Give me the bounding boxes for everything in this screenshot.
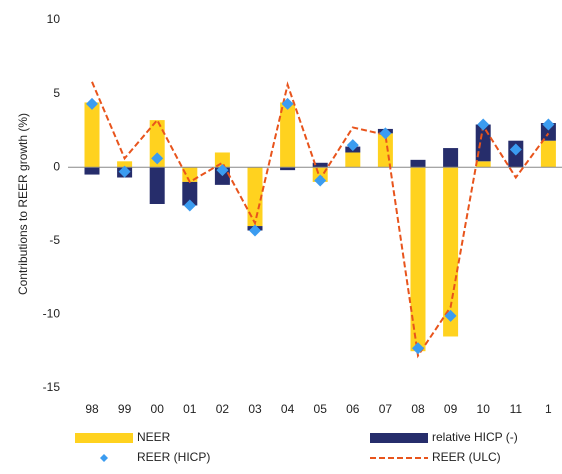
bar — [280, 167, 296, 171]
bar — [345, 152, 361, 168]
x-tick-label: 11 — [510, 402, 523, 416]
y-tick-label: 10 — [47, 12, 61, 26]
plot-area: 98 99 00 01 02 03 04 05 06 07 08 09 10 11 1 — [68, 81, 562, 416]
y-tick-label: 5 — [53, 86, 60, 100]
x-tick-label: 98 — [85, 402, 99, 416]
x-tick-label: 02 — [216, 402, 230, 416]
bar — [410, 159, 426, 168]
bar — [149, 120, 165, 168]
x-tick-label: 09 — [444, 402, 458, 416]
x-tick-label: 04 — [281, 402, 295, 416]
bar — [280, 102, 296, 168]
marker — [86, 97, 98, 110]
marker — [346, 139, 359, 152]
bar — [247, 167, 263, 227]
bar — [312, 162, 328, 168]
legend-swatch — [75, 433, 133, 443]
y-tick-label: -15 — [43, 380, 61, 394]
x-tick-label: 99 — [118, 402, 132, 416]
x-tick-label: 07 — [379, 402, 393, 416]
bar — [443, 167, 459, 337]
bar — [117, 161, 133, 168]
marker — [249, 224, 261, 237]
x-tick-label: 00 — [151, 402, 165, 416]
bar — [84, 102, 100, 168]
bar — [84, 167, 100, 175]
legend-label: relative HICP (-) — [432, 430, 518, 444]
bar — [475, 161, 491, 168]
bar — [540, 140, 556, 168]
marker — [151, 152, 164, 165]
x-tick-label: 05 — [314, 402, 328, 416]
bar — [149, 167, 165, 204]
legend-label: NEER — [137, 430, 171, 444]
bar — [214, 152, 230, 168]
bar — [182, 167, 198, 182]
x-tick-label: 01 — [183, 402, 197, 416]
marker — [542, 118, 555, 131]
marker — [509, 143, 522, 156]
y-axis-label: Contributions to REER growth (%) — [16, 113, 30, 295]
marker — [183, 199, 196, 212]
marker — [444, 309, 457, 322]
legend: NEER relative HICP (-) REER (HICP) REER (UL… — [75, 430, 518, 464]
x-tick-label: 06 — [346, 402, 360, 416]
x-tick-label: 03 — [248, 402, 262, 416]
x-tick-label: 1 — [545, 402, 552, 416]
marker — [216, 164, 229, 177]
y-tick-label: -10 — [43, 307, 61, 321]
marker — [379, 127, 392, 140]
legend-swatch — [370, 433, 428, 443]
marker — [477, 118, 490, 131]
x-tick-label: 10 — [477, 402, 491, 416]
marker — [412, 342, 424, 355]
legend-label: REER (HICP) — [137, 450, 210, 464]
bar — [410, 167, 426, 352]
marker — [281, 97, 294, 110]
bar — [182, 181, 198, 206]
x-tick-label: 08 — [411, 402, 425, 416]
legend-label: REER (ULC) — [432, 450, 501, 464]
bar — [540, 123, 556, 141]
y-tick-label: -5 — [49, 233, 60, 247]
legend-swatch — [100, 454, 108, 462]
bar — [443, 148, 459, 168]
y-tick-label: 0 — [53, 159, 60, 173]
marker — [314, 174, 327, 187]
marker — [118, 165, 131, 178]
